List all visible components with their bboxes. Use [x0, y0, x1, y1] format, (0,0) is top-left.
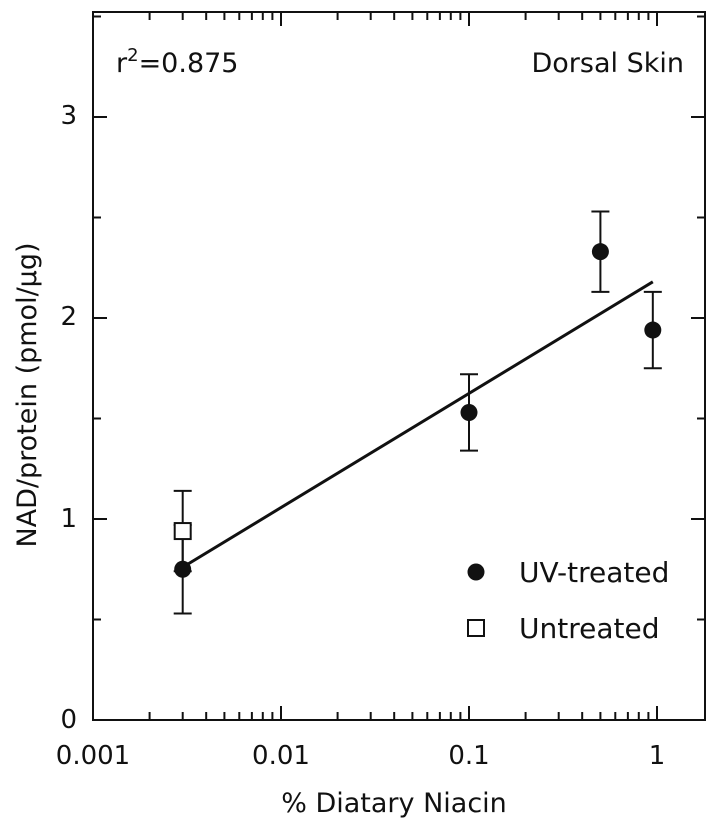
y-tick-label-3: 3: [60, 101, 77, 131]
data-point-uv-treated: [174, 560, 192, 578]
x-tick-label-0: 0.001: [56, 741, 130, 771]
y-tick-label-0: 0: [60, 705, 77, 735]
regression-line: [181, 280, 654, 569]
data-point-uv-treated: [591, 243, 609, 261]
panel-label: Dorsal Skin: [532, 48, 685, 79]
plot-frame: [92, 11, 706, 721]
data-point-untreated: [173, 522, 192, 541]
y-axis-title: NAD/protein (pmol/µg): [12, 242, 43, 547]
fit-line-layer: [181, 280, 654, 569]
x-tick-label-1: 0.01: [252, 741, 310, 771]
data-point-uv-treated: [644, 321, 662, 339]
r2-base: r: [116, 48, 128, 79]
x-tick-label-2: 0.1: [448, 741, 489, 771]
r2-value: =0.875: [139, 48, 239, 79]
x-axis-title: % Diatary Niacin: [281, 788, 507, 819]
data-point-uv-treated: [460, 403, 478, 421]
y-axis-ticks: [93, 15, 705, 721]
legend-label-untreated: Untreated: [519, 612, 659, 645]
data-layer: [173, 210, 662, 615]
y-tick-label-2: 2: [60, 302, 77, 332]
y-tick-label-1: 1: [60, 504, 77, 534]
legend-marker-uv-treated: [467, 563, 485, 581]
legend-marker-untreated: [467, 619, 485, 637]
legend: UV-treated Untreated: [467, 556, 669, 645]
r2-exponent: 2: [127, 45, 138, 66]
r-squared-annotation: r2=0.875: [116, 45, 238, 79]
x-axis-ticks: [92, 12, 658, 720]
legend-label-uv-treated: UV-treated: [519, 556, 669, 589]
x-tick-label-3: 1: [649, 741, 666, 771]
